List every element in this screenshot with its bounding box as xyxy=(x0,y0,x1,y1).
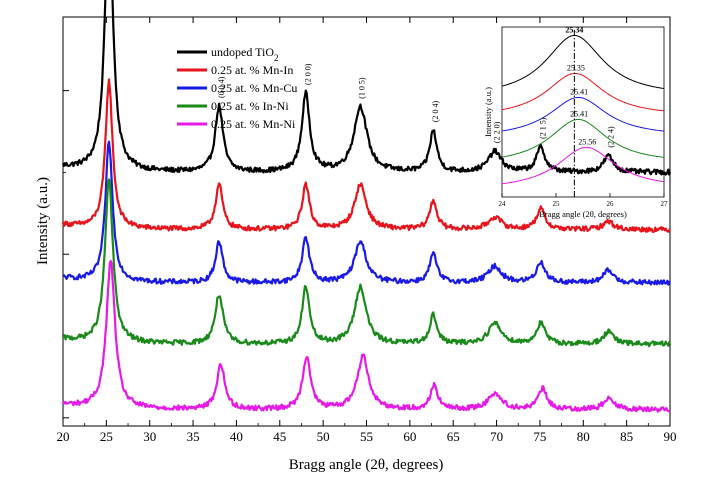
x-tick-label-85: 85 xyxy=(620,429,633,444)
x-tick-label-30: 30 xyxy=(143,429,156,444)
legend-label-0-25-at-mn-cu: 0.25 at. % Mn-Cu xyxy=(211,81,297,95)
inset-line-0-25-at-in-ni xyxy=(501,118,665,158)
y-axis-ticks xyxy=(63,90,69,419)
peak-label-2-0-0: (2 0 0) xyxy=(304,63,313,85)
peak-label-2-0-4: (2 0 4) xyxy=(431,101,440,123)
peak-label-0-0-4: (0 0 4) xyxy=(217,76,226,98)
x-tick-label-75: 75 xyxy=(533,429,546,444)
x-axis-ticks: 20 25 30 35 40 45 50 55 60 65 70 75 80 85 90 xyxy=(57,17,677,444)
peak-label-2-2-4: (2 2 4) xyxy=(606,126,615,148)
series-lines xyxy=(61,0,672,413)
legend-label-0-25-at-in-ni: 0.25 at. % In-Ni xyxy=(211,99,289,113)
inset-peak-label-0: 25.34 xyxy=(565,25,583,34)
inset-x-ticks: 24 25 26 27 xyxy=(499,193,669,208)
x-tick-label-20: 20 xyxy=(57,429,70,444)
x-tick-label-45: 45 xyxy=(273,429,286,444)
x-tick-label-90: 90 xyxy=(664,429,677,444)
x-tick-label-35: 35 xyxy=(187,429,200,444)
x-tick-label-50: 50 xyxy=(317,429,330,444)
inset-line-0-25-at-mn-cu xyxy=(501,96,665,132)
inset-frame xyxy=(501,26,665,198)
inset-x-axis-title: Bragg angle (2θ, degrees) xyxy=(539,209,627,219)
legend-label-0-25-at-mn-in: 0.25 at. % Mn-In xyxy=(211,63,293,77)
peak-labels: (1 0 1)(0 0 4)(2 0 0)(1 0 5)(2 0 4)(2 2 … xyxy=(217,63,615,148)
series-line-undoped-tio xyxy=(61,0,672,176)
x-tick-label-65: 65 xyxy=(447,429,460,444)
series-line-0-25-at-in-ni xyxy=(62,178,671,348)
inset-x-tick-label-24: 24 xyxy=(499,200,507,208)
inset-lines xyxy=(501,34,665,185)
inset-line-0-25-at-mn-in xyxy=(501,72,665,112)
x-tick-label-40: 40 xyxy=(230,429,243,444)
x-tick-label-80: 80 xyxy=(577,429,590,444)
legend-subscript: 2 xyxy=(274,53,279,63)
inset-peak-label-1: 25.35 xyxy=(567,63,585,72)
series-line-0-25-at-mn-cu xyxy=(62,140,671,286)
x-tick-label-25: 25 xyxy=(100,429,113,444)
inset-line-0-25-at-mn-ni xyxy=(501,146,665,185)
x-axis-title: Bragg angle (2θ, degrees) xyxy=(289,457,444,473)
inset-peak-labels: 25.34 25.35 25.41 25.41 25.56 xyxy=(565,25,596,146)
x-tick-label-70: 70 xyxy=(490,429,503,444)
peak-label-2-2-0: (2 2 0) xyxy=(493,121,502,143)
inset-peak-label-4: 25.56 xyxy=(578,137,596,146)
x-tick-label-55: 55 xyxy=(360,429,373,444)
inset-plot: 24 25 26 27 25.34 25.35 25.41 25.41 25.56 Bragg… xyxy=(483,25,668,219)
inset-x-tick-label-27: 27 xyxy=(661,200,669,208)
y-axis-title: Intensity (a.u.) xyxy=(35,177,51,265)
legend-label-0-25-at-mn-ni: 0.25 at. % Mn-Ni xyxy=(211,117,296,131)
inset-peak-label-2: 25.41 xyxy=(570,87,588,96)
x-tick-label-60: 60 xyxy=(403,429,416,444)
series-line-0-25-at-mn-in xyxy=(61,78,671,233)
series-line-0-25-at-mn-ni xyxy=(61,259,671,413)
legend-label-undoped-tio: undoped TiO2 xyxy=(211,45,279,63)
peak-label-2-1-5: (2 1 5) xyxy=(539,117,548,139)
inset-line-undoped-tio xyxy=(501,34,665,90)
inset-peak-label-3: 25.41 xyxy=(570,109,588,118)
inset-x-tick-label-25: 25 xyxy=(553,200,561,208)
peak-label-1-0-5: (1 0 5) xyxy=(357,77,366,99)
inset-x-tick-label-26: 26 xyxy=(607,200,615,208)
inset-y-axis-title: Intensity (a.u.) xyxy=(483,87,493,137)
